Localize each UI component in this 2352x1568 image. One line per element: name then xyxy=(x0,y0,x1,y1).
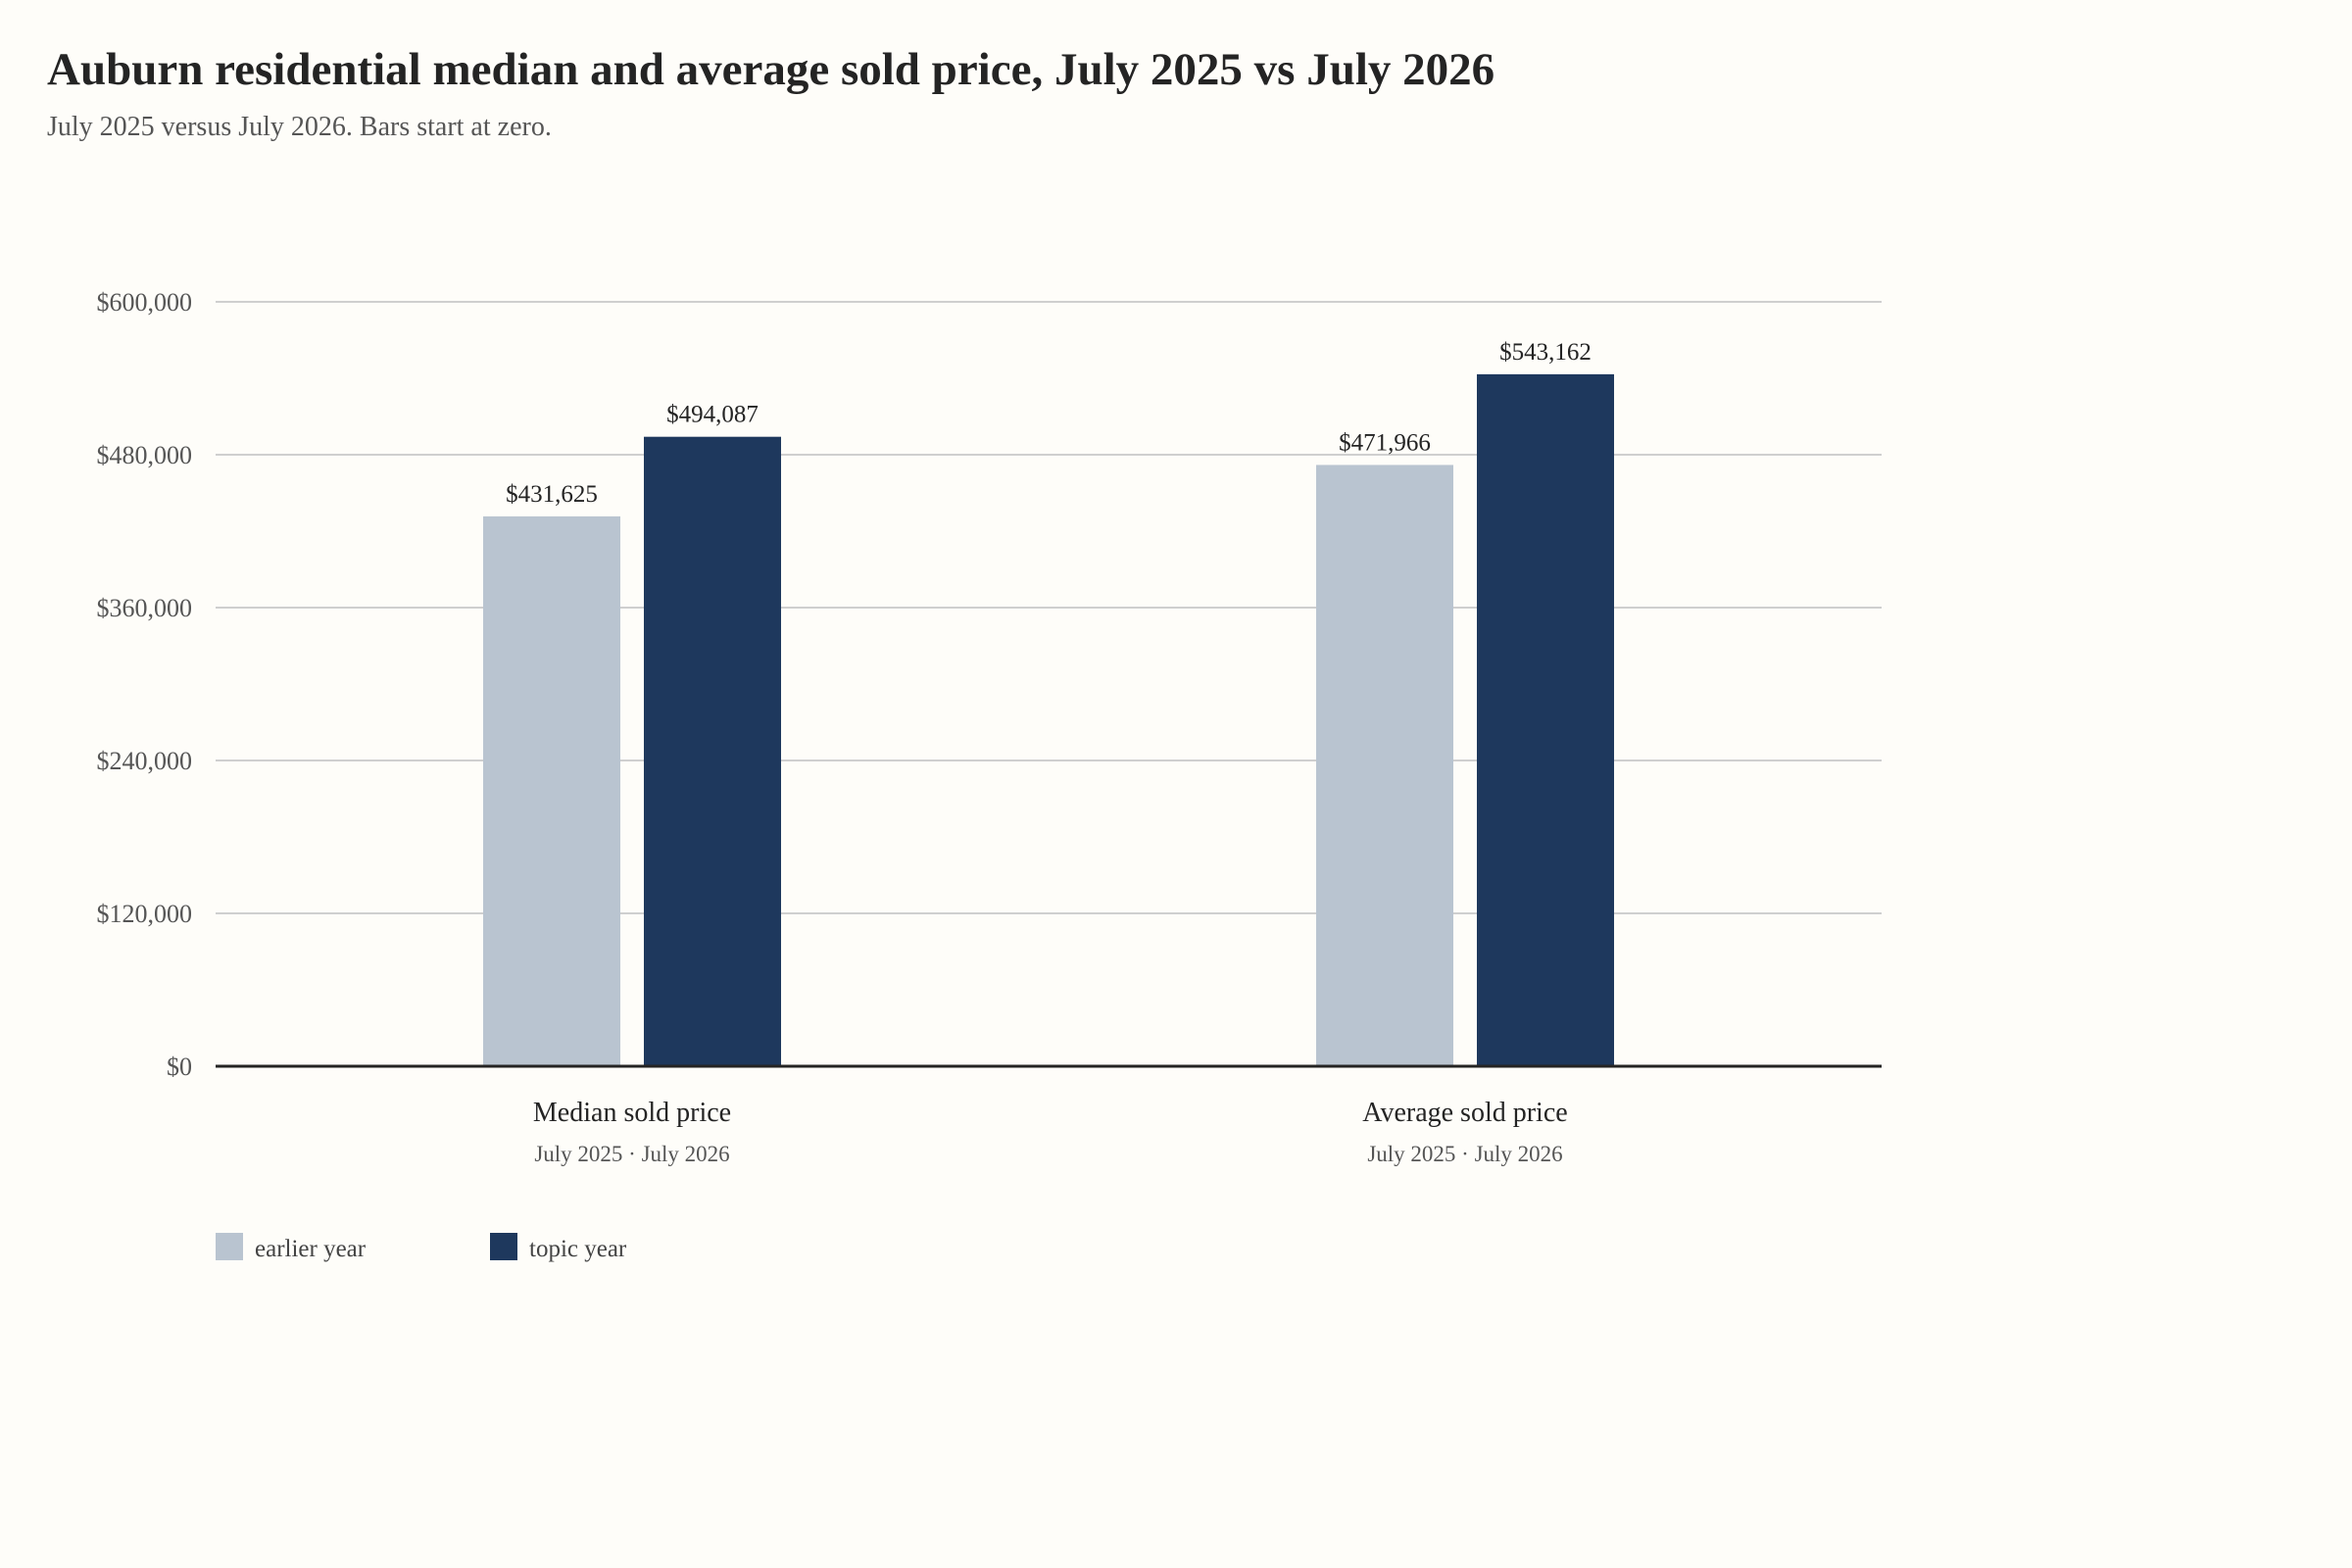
gridlines xyxy=(216,301,1882,914)
y-tick-label: $360,000 xyxy=(97,594,193,622)
x-category-sublabel: July 2025 · July 2026 xyxy=(534,1142,729,1166)
legend-label: topic year xyxy=(529,1236,627,1262)
chart-title: Auburn residential median and average so… xyxy=(47,44,1495,95)
bars xyxy=(483,373,1614,1066)
x-category-sublabel: July 2025 · July 2026 xyxy=(1367,1142,1562,1166)
legend: earlier year topic year xyxy=(216,1233,627,1262)
data-label: $543,162 xyxy=(1499,339,1592,366)
data-label: $494,087 xyxy=(666,402,759,428)
y-tick-label: $480,000 xyxy=(97,441,193,469)
data-label: $471,966 xyxy=(1339,429,1431,456)
legend-swatch xyxy=(490,1233,517,1260)
labels: $431,625 $494,087 Median sold price July 20… xyxy=(506,339,1592,1166)
bar xyxy=(1316,465,1453,1066)
bar xyxy=(483,515,620,1066)
legend-swatch xyxy=(216,1233,243,1260)
chart-subtitle: July 2025 versus July 2026. Bars start a… xyxy=(47,112,552,142)
bar xyxy=(644,436,781,1066)
y-tick-label: $120,000 xyxy=(97,900,193,928)
data-label: $431,625 xyxy=(506,481,598,508)
legend-label: earlier year xyxy=(255,1236,367,1262)
bar xyxy=(1477,373,1614,1066)
y-tick-label: $600,000 xyxy=(97,288,193,317)
y-tick-label: $240,000 xyxy=(97,747,193,775)
x-category-label: Median sold price xyxy=(533,1098,731,1128)
axes: $0 $120,000 $240,000 $360,000 $480,000 $600,0… xyxy=(97,288,1882,1081)
x-category-label: Average sold price xyxy=(1362,1098,1567,1128)
y-tick-label: $0 xyxy=(167,1053,192,1081)
